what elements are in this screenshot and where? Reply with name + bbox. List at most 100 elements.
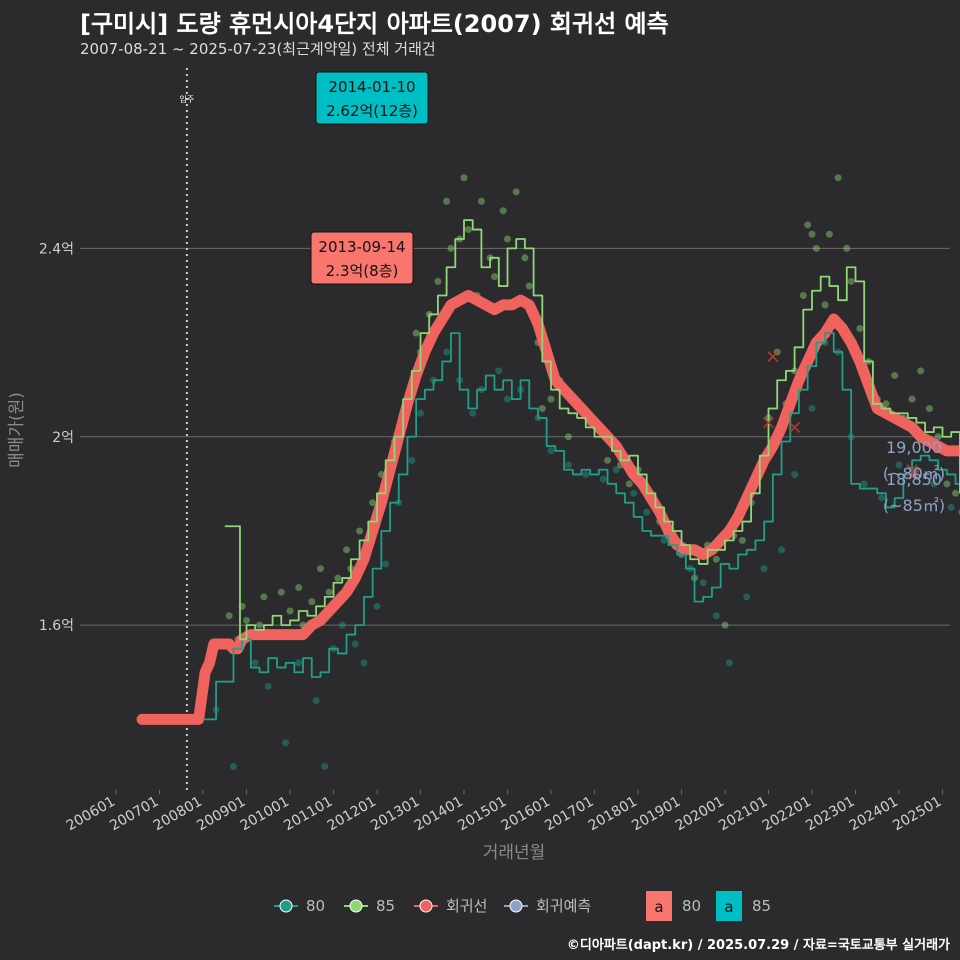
legend-label: 회귀예측 bbox=[536, 897, 591, 915]
x-tick-label: 201101 bbox=[281, 794, 335, 835]
x-tick-label: 201801 bbox=[586, 794, 640, 835]
legend: 80 85 회귀선 회귀예측 a 80 a 85 bbox=[274, 891, 771, 921]
y-tick-label: 2억 bbox=[52, 430, 74, 446]
point-85 bbox=[925, 405, 933, 413]
point-80 bbox=[725, 659, 733, 667]
point-85 bbox=[477, 197, 485, 205]
point-80 bbox=[860, 480, 868, 488]
point-85 bbox=[343, 546, 351, 554]
point-85 bbox=[812, 244, 820, 252]
outlier-mark bbox=[762, 417, 775, 429]
point-80 bbox=[408, 456, 416, 464]
point-85 bbox=[825, 230, 833, 238]
legend-label: 80 bbox=[682, 897, 701, 915]
forecast-area-80: (~85㎡) bbox=[883, 496, 945, 515]
forecast-area-85: (~80㎡) bbox=[883, 464, 945, 483]
legend-dot bbox=[509, 899, 523, 913]
x-tick-label: 201201 bbox=[325, 794, 379, 835]
point-80 bbox=[791, 470, 799, 478]
point-80 bbox=[930, 480, 938, 488]
point-80 bbox=[321, 762, 329, 770]
annotation-value: 2.62억(12층) bbox=[326, 102, 418, 120]
point-85 bbox=[308, 598, 316, 606]
point-85 bbox=[808, 230, 816, 238]
point-85 bbox=[856, 324, 864, 332]
point-80 bbox=[264, 682, 272, 690]
point-80 bbox=[878, 494, 886, 502]
x-tick-label: 201501 bbox=[455, 794, 509, 835]
point-85 bbox=[325, 588, 333, 596]
point-85 bbox=[225, 612, 233, 620]
y-tick-label: 2.4억 bbox=[39, 241, 74, 257]
point-85 bbox=[316, 565, 324, 573]
point-80 bbox=[495, 367, 503, 375]
legend-label: 85 bbox=[752, 897, 771, 915]
annotation-value: 2.3억(8층) bbox=[326, 262, 399, 280]
point-80 bbox=[760, 565, 768, 573]
legend-dot bbox=[349, 899, 363, 913]
point-85 bbox=[460, 174, 468, 182]
forecast-value-80: 18,850 bbox=[886, 470, 942, 489]
series-line-80 bbox=[203, 332, 960, 721]
legend-label: 80 bbox=[306, 897, 325, 915]
point-85 bbox=[604, 456, 612, 464]
point-85 bbox=[712, 555, 720, 563]
x-tick-label: 201001 bbox=[238, 794, 292, 835]
outlier-stroke bbox=[906, 464, 918, 476]
legend-dot bbox=[279, 899, 293, 913]
point-85 bbox=[504, 235, 511, 243]
point-80 bbox=[469, 409, 477, 417]
x-tick-label: 202401 bbox=[847, 794, 901, 835]
point-85 bbox=[512, 188, 520, 196]
x-tick-label: 201601 bbox=[499, 794, 553, 835]
y-axis-ticks: 1.6억 2억 2.4억 bbox=[39, 241, 74, 634]
point-85 bbox=[834, 174, 842, 182]
x-tick-label: 200801 bbox=[151, 794, 205, 835]
outlier-marks bbox=[762, 351, 920, 480]
point-80 bbox=[282, 739, 290, 747]
peak-annotations: 2014-01-10 2.62억(12층) 2013-09-14 2.3억(8층) bbox=[310, 71, 429, 285]
point-80 bbox=[643, 508, 651, 516]
point-85 bbox=[356, 527, 364, 535]
legend-label-item-80: a 80 bbox=[646, 891, 701, 921]
point-80 bbox=[312, 697, 320, 705]
point-85 bbox=[369, 499, 377, 507]
legend-glyph: a bbox=[654, 898, 663, 916]
x-tick-label: 201401 bbox=[412, 794, 466, 835]
x-tick-label: 200901 bbox=[194, 794, 248, 835]
point-85 bbox=[443, 197, 451, 205]
legend-label-item-85: a 85 bbox=[716, 891, 771, 921]
point-80 bbox=[630, 489, 638, 497]
outlier-mark bbox=[908, 468, 920, 480]
point-80 bbox=[504, 395, 511, 403]
point-85 bbox=[843, 244, 851, 252]
x-tick-label: 200701 bbox=[107, 794, 161, 835]
legend-glyph: a bbox=[724, 898, 733, 916]
point-85 bbox=[934, 433, 942, 441]
point-85 bbox=[804, 221, 812, 229]
legend-item-회귀예측: 회귀예측 bbox=[504, 897, 591, 915]
point-80 bbox=[743, 593, 751, 601]
point-80 bbox=[712, 612, 720, 620]
point-85 bbox=[521, 254, 529, 262]
annotation-box bbox=[310, 231, 414, 285]
x-tick-label: 201701 bbox=[542, 794, 596, 835]
point-80 bbox=[699, 579, 707, 587]
annotation-peak85: 2014-01-10 2.62억(12층) bbox=[315, 71, 429, 125]
point-85 bbox=[908, 395, 916, 403]
point-85 bbox=[882, 400, 890, 408]
point-80 bbox=[564, 461, 572, 469]
point-85 bbox=[295, 583, 303, 591]
point-80 bbox=[351, 640, 359, 648]
point-85 bbox=[721, 621, 729, 629]
series-lines bbox=[136, 219, 960, 725]
point-85 bbox=[334, 574, 342, 582]
point-85 bbox=[625, 480, 633, 488]
forecast-value-85: 19,000 bbox=[886, 438, 942, 457]
point-80 bbox=[295, 659, 303, 667]
x-tick-label: 202301 bbox=[803, 794, 857, 835]
point-85 bbox=[738, 536, 746, 544]
legend-label: 회귀선 bbox=[446, 897, 487, 915]
point-85 bbox=[434, 277, 442, 285]
